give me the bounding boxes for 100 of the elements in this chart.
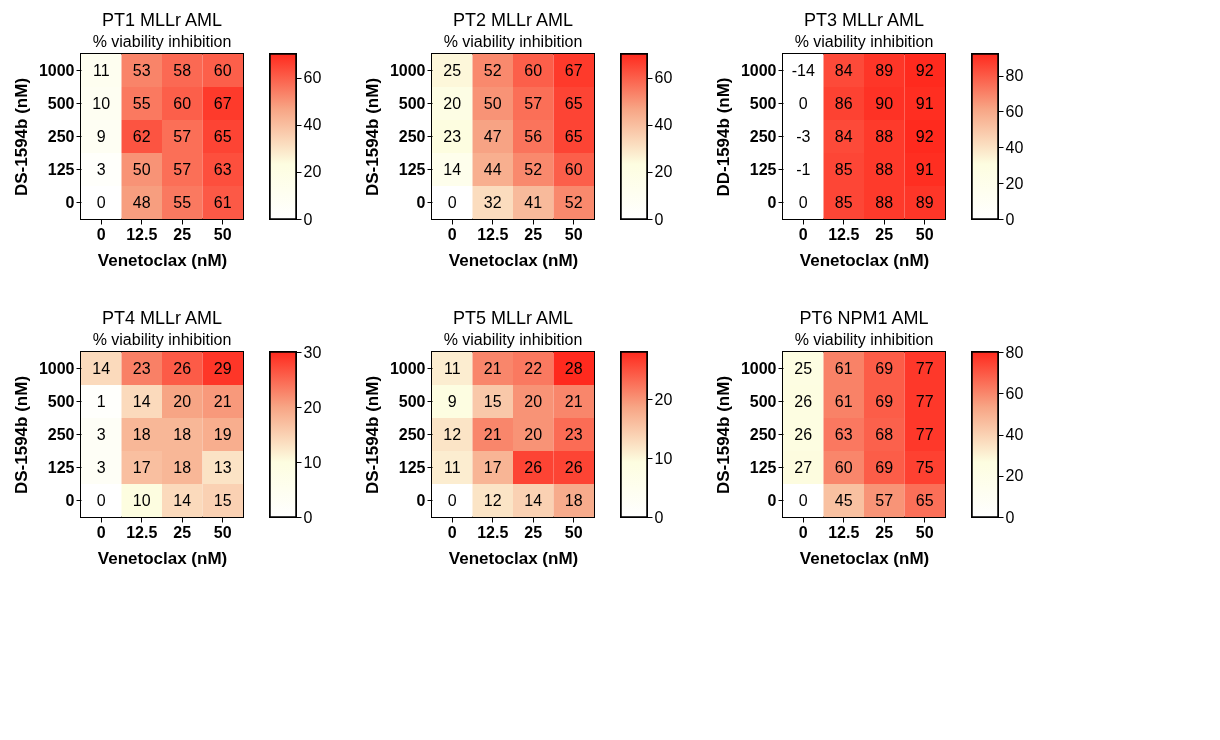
data-label: 9: [96, 127, 106, 145]
data-label: 22: [524, 359, 543, 377]
data-label: 41: [524, 193, 543, 211]
y-axis-title: DS-1594b (nM): [11, 77, 31, 197]
x-tick-label: 25: [173, 523, 192, 541]
data-label: 57: [173, 127, 192, 145]
color-bar-label: 40: [303, 116, 322, 134]
x-tick-label: 12.5: [126, 225, 158, 243]
x-tick-label: 25: [524, 523, 543, 541]
data-label: 65: [564, 127, 583, 145]
data-label: 0: [798, 94, 808, 112]
data-label: 88: [875, 193, 894, 211]
x-axis-title: Venetoclax (nM): [448, 548, 579, 568]
y-axis-title: DS-1594b (nM): [11, 375, 31, 495]
data-label: 50: [483, 94, 502, 112]
data-label: 50: [132, 160, 151, 178]
data-label: 14: [92, 359, 111, 377]
data-label: 3: [96, 160, 106, 178]
color-bar-label: 0: [654, 210, 664, 228]
data-label: 25: [794, 359, 813, 377]
data-label: 61: [213, 193, 232, 211]
y-tick-label: 1000: [389, 359, 426, 377]
data-label: 14: [443, 160, 462, 178]
data-label: 21: [483, 425, 502, 443]
data-label: 20: [173, 392, 192, 410]
data-label: 32: [483, 193, 502, 211]
data-label: 58: [173, 61, 192, 79]
data-label: 85: [834, 160, 853, 178]
data-label: 67: [564, 61, 583, 79]
color-bar-label: 20: [1005, 174, 1024, 192]
data-label: 9: [447, 392, 457, 410]
data-label: 11: [92, 61, 110, 79]
data-label: 60: [173, 94, 192, 112]
x-tick-label: 50: [915, 523, 934, 541]
data-label: 19: [213, 425, 232, 443]
color-bar-label: 0: [303, 210, 313, 228]
data-label: 69: [875, 392, 894, 410]
y-axis-title: DD-1594b (nM): [713, 77, 733, 197]
data-label: 60: [564, 160, 583, 178]
y-tick-label: 500: [398, 94, 426, 112]
y-tick-label: 0: [767, 193, 777, 211]
data-label: 57: [524, 94, 543, 112]
y-tick-label: 250: [749, 127, 777, 145]
data-label: -1: [796, 160, 811, 178]
x-axis-title: Venetoclax (nM): [799, 250, 930, 270]
y-tick-label: 125: [47, 458, 75, 476]
x-tick-label: 0: [96, 523, 106, 541]
data-label: 18: [132, 425, 151, 443]
color-bar-label: 60: [654, 69, 673, 87]
y-tick-label: 250: [398, 127, 426, 145]
y-tick-label: 500: [47, 94, 75, 112]
data-label: 77: [915, 359, 934, 377]
y-tick-label: 125: [398, 458, 426, 476]
x-tick-label: 25: [875, 225, 894, 243]
data-label: 89: [875, 61, 894, 79]
data-label: 60: [213, 61, 232, 79]
data-label: 20: [524, 392, 543, 410]
color-bar-label: 60: [1005, 102, 1024, 120]
data-label: 21: [564, 392, 583, 410]
data-label: 15: [213, 491, 232, 509]
data-label: 90: [875, 94, 894, 112]
data-label: 62: [132, 127, 151, 145]
chart-subtitle: % viability inhibition: [443, 331, 583, 348]
data-label: 84: [834, 127, 853, 145]
data-label: 69: [875, 359, 894, 377]
y-tick-label: 125: [749, 160, 777, 178]
chart-title: PT1 MLLr AML: [101, 10, 223, 30]
data-label: 26: [173, 359, 192, 377]
x-tick-label: 25: [173, 225, 192, 243]
data-label: 61: [834, 359, 853, 377]
y-tick-label: 1000: [389, 61, 426, 79]
color-bar-label: 30: [303, 343, 322, 361]
color-bar-label: 0: [1005, 210, 1015, 228]
data-label: 75: [915, 458, 934, 476]
data-label: 21: [213, 392, 232, 410]
data-label: 65: [213, 127, 232, 145]
color-bar-label: 20: [1005, 467, 1024, 485]
x-tick-label: 0: [447, 225, 457, 243]
data-label: 26: [794, 392, 813, 410]
data-label: 55: [173, 193, 192, 211]
x-axis-title: Venetoclax (nM): [799, 548, 930, 568]
data-label: 88: [875, 160, 894, 178]
x-axis-title: Venetoclax (nM): [97, 250, 228, 270]
data-label: 0: [96, 491, 106, 509]
chart-title: PT4 MLLr AML: [101, 308, 223, 328]
data-label: 0: [447, 193, 457, 211]
data-label: 86: [834, 94, 853, 112]
y-tick-label: 500: [398, 392, 426, 410]
data-label: 65: [564, 94, 583, 112]
data-label: 69: [875, 458, 894, 476]
data-label: 25: [443, 61, 462, 79]
data-label: 15: [483, 392, 502, 410]
y-tick-label: 500: [749, 94, 777, 112]
data-label: 48: [132, 193, 151, 211]
data-label: 18: [173, 458, 192, 476]
y-axis-title: DS-1594b (nM): [362, 375, 382, 495]
x-tick-label: 50: [213, 225, 232, 243]
data-label: 0: [798, 491, 808, 509]
data-label: 11: [443, 458, 461, 476]
data-label: 47: [483, 127, 502, 145]
